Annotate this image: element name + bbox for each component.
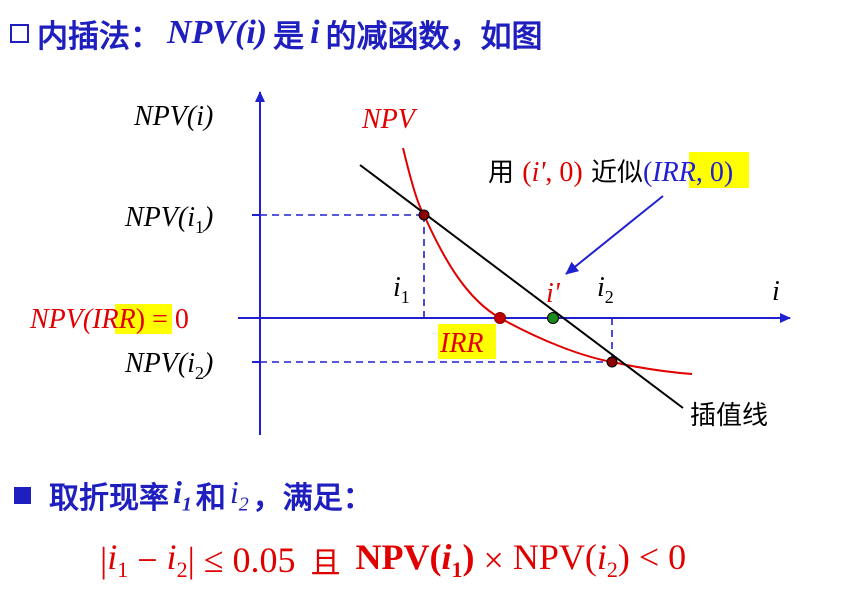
cond-i2: i2: [166, 537, 188, 583]
x-axis-label: i: [772, 276, 780, 307]
cond-npv1: NPV(i1): [346, 537, 475, 583]
interpolation-line: [359, 164, 684, 409]
irr-axis-highlight: [115, 304, 172, 334]
title-i-var: i: [310, 14, 320, 51]
irr-label-highlight: [438, 324, 496, 359]
title-npv: NPV(i): [167, 14, 268, 51]
approx-label: 用 (i', 0) 近似(IRR, 0): [488, 157, 733, 188]
point-i1: [418, 209, 430, 221]
cond-times: ×: [474, 540, 513, 580]
point-i-prime: [547, 312, 559, 324]
bullet-i2: i2: [229, 473, 249, 516]
point-i2: [606, 356, 618, 368]
label-npv-irr: NPV(IRR) = 0: [29, 304, 189, 335]
cond-abs-close: |: [187, 540, 195, 580]
pointer-arrow: [565, 195, 664, 275]
bullet-text1: 取折现率: [49, 481, 169, 516]
checkbox-square-icon: [10, 23, 29, 43]
title-prefix: 内插法：: [37, 18, 161, 55]
bullet-line: 取折现率 i1 和 i2 ，满足：: [14, 470, 373, 520]
label-npv-i2: NPV(i2): [124, 348, 213, 383]
cond-and: 且: [310, 546, 341, 581]
title-mid: 是: [273, 18, 305, 55]
cond-abs-open: |: [100, 540, 108, 580]
page-title: 内插法： NPV(i) 是 i 的减函数，如图: [10, 8, 543, 58]
label-i-prime: i': [546, 278, 561, 309]
title-suffix: 的减函数，如图: [325, 18, 543, 55]
cond-npv2: NPV(i2) < 0: [512, 537, 687, 583]
condition-formula: | i1 − i2 | ≤ 0.05 且 NPV(i1) × NPV(i2) <…: [100, 534, 686, 586]
bullet-text2: ，满足：: [252, 481, 373, 516]
cond-i1: i1: [107, 537, 129, 583]
point-irr: [494, 312, 506, 324]
bullet-square-icon: [14, 486, 31, 504]
y-axis-label: NPV(i): [133, 101, 213, 132]
bullet-and: 和: [195, 481, 226, 516]
cond-minus: −: [128, 540, 167, 580]
irr-label: IRR: [439, 328, 484, 359]
label-i1: i1: [393, 272, 410, 307]
interp-line-label: 插值线: [690, 401, 768, 431]
label-i2: i2: [597, 272, 614, 307]
curve-label: NPV: [361, 104, 418, 135]
cond-leq: ≤ 0.05: [194, 540, 305, 580]
irr-approx-highlight: [689, 152, 749, 188]
bullet-i1: i1: [173, 473, 192, 516]
label-npv-i1: NPV(i1): [124, 202, 213, 237]
